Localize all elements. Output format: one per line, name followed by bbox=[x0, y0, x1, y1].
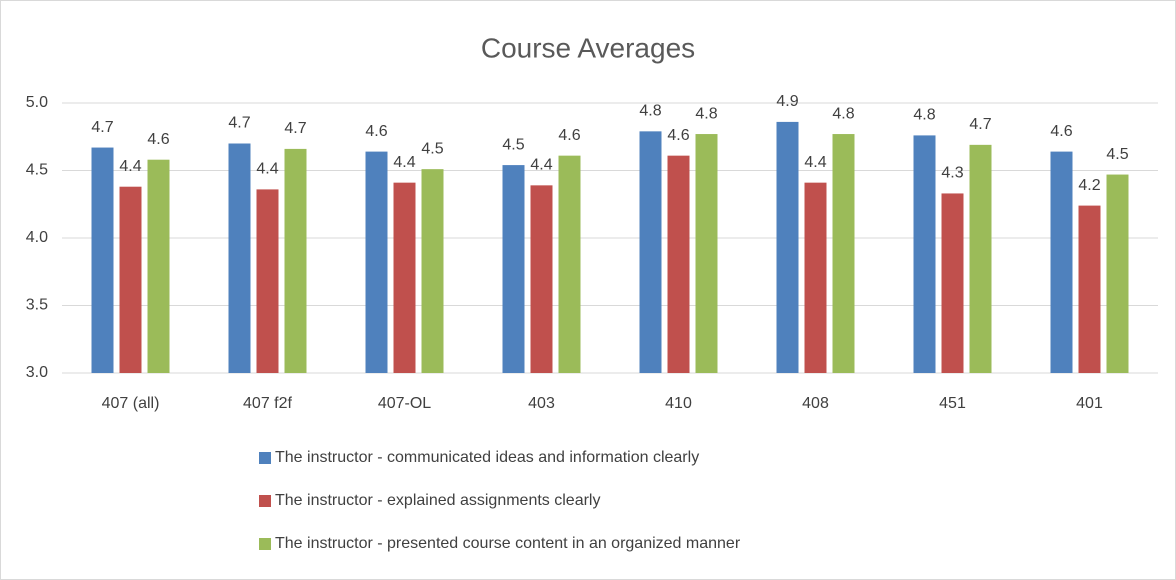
y-tick-label: 3.5 bbox=[26, 297, 48, 314]
bar bbox=[1106, 174, 1129, 373]
x-tick-label: 401 bbox=[1076, 395, 1103, 412]
bar bbox=[365, 151, 388, 373]
bar bbox=[639, 131, 662, 373]
bar bbox=[776, 121, 799, 374]
bar bbox=[502, 165, 525, 373]
data-label: 4.3 bbox=[941, 165, 963, 182]
bar bbox=[558, 155, 581, 373]
bar bbox=[695, 134, 718, 373]
legend-label: The instructor - presented course conten… bbox=[275, 535, 741, 552]
x-tick-label: 407 (all) bbox=[102, 395, 160, 412]
x-tick-label: 407-OL bbox=[378, 395, 431, 412]
bar bbox=[667, 155, 690, 373]
data-label: 4.5 bbox=[1106, 146, 1128, 163]
data-label: 4.4 bbox=[119, 158, 141, 175]
data-label: 4.4 bbox=[530, 157, 552, 174]
bar bbox=[228, 143, 251, 373]
chart-title: Course Averages bbox=[481, 32, 695, 63]
data-label: 4.4 bbox=[393, 154, 415, 171]
bar bbox=[1078, 205, 1101, 373]
data-label: 4.9 bbox=[776, 93, 798, 110]
y-tick-label: 5.0 bbox=[26, 94, 48, 111]
data-label: 4.8 bbox=[639, 103, 661, 120]
data-label: 4.7 bbox=[228, 115, 250, 132]
bar bbox=[91, 147, 114, 373]
legend-swatch bbox=[259, 538, 271, 550]
data-label: 4.8 bbox=[913, 107, 935, 124]
data-label: 4.6 bbox=[147, 131, 169, 148]
bar bbox=[119, 186, 142, 373]
data-label: 4.7 bbox=[969, 116, 991, 133]
x-tick-label: 410 bbox=[665, 395, 692, 412]
data-label: 4.4 bbox=[256, 161, 278, 178]
x-tick-label: 451 bbox=[939, 395, 966, 412]
bar bbox=[530, 185, 553, 373]
legend-swatch bbox=[259, 452, 271, 464]
legend-swatch bbox=[259, 495, 271, 507]
data-label: 4.7 bbox=[91, 119, 113, 136]
data-label: 4.5 bbox=[421, 140, 443, 157]
bar bbox=[256, 189, 279, 373]
y-tick-label: 3.0 bbox=[26, 364, 48, 381]
data-label: 4.6 bbox=[1050, 123, 1072, 140]
bar bbox=[804, 182, 827, 373]
x-tick-label: 408 bbox=[802, 395, 829, 412]
bar bbox=[393, 182, 416, 373]
bar bbox=[913, 135, 936, 373]
x-tick-label: 407 f2f bbox=[243, 395, 292, 412]
data-label: 4.2 bbox=[1078, 177, 1100, 194]
bar bbox=[421, 169, 444, 373]
data-label: 4.6 bbox=[558, 127, 580, 144]
legend-label: The instructor - communicated ideas and … bbox=[275, 449, 699, 466]
x-tick-label: 403 bbox=[528, 395, 555, 412]
data-label: 4.5 bbox=[502, 136, 524, 153]
data-label: 4.8 bbox=[695, 105, 717, 122]
data-label: 4.7 bbox=[284, 120, 306, 137]
bar bbox=[941, 193, 964, 373]
data-label: 4.6 bbox=[365, 123, 387, 140]
data-label: 4.8 bbox=[832, 105, 854, 122]
bar bbox=[969, 144, 992, 373]
bar bbox=[832, 134, 855, 373]
data-label: 4.4 bbox=[804, 154, 826, 171]
y-tick-label: 4.5 bbox=[26, 162, 48, 179]
data-label: 4.6 bbox=[667, 127, 689, 144]
y-tick-label: 4.0 bbox=[26, 229, 48, 246]
bar bbox=[1050, 151, 1073, 373]
legend-label: The instructor - explained assignments c… bbox=[275, 492, 600, 509]
bar bbox=[147, 159, 170, 373]
bar bbox=[284, 148, 307, 373]
